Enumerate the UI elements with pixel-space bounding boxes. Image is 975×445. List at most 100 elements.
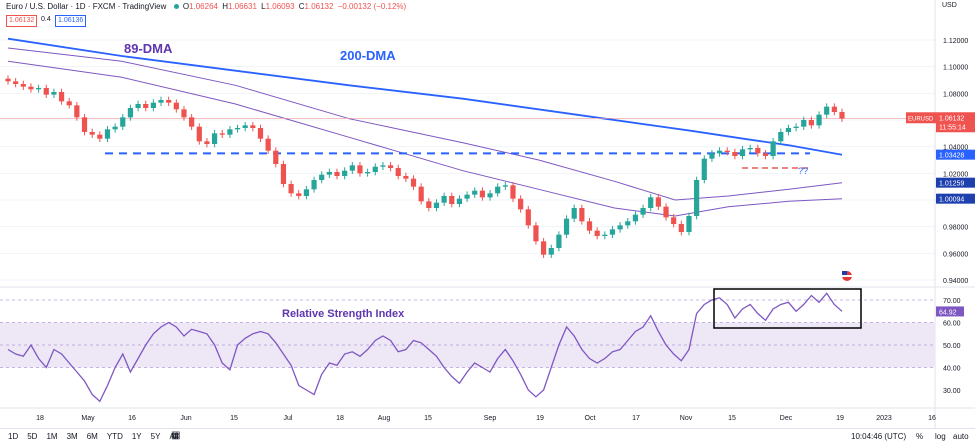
ma-last-label-bg bbox=[936, 193, 975, 204]
rsi-tick-label: 70.00 bbox=[943, 298, 961, 305]
percent-toggle[interactable]: % bbox=[916, 432, 924, 441]
time-tick-label: 19 bbox=[536, 415, 544, 422]
time-tick-label: Jun bbox=[180, 415, 191, 422]
candle-body bbox=[449, 196, 455, 204]
candle-body bbox=[273, 150, 279, 164]
price-tick-label: 1.08000 bbox=[943, 91, 968, 98]
candle-body bbox=[747, 148, 753, 150]
candle-body bbox=[143, 104, 149, 108]
price-axis[interactable]: 1.120001.100001.080001.060001.040001.020… bbox=[943, 38, 968, 285]
candle-body bbox=[487, 193, 493, 198]
range-button-1d[interactable]: 1D bbox=[8, 432, 19, 441]
price-tick-label: 1.10000 bbox=[943, 65, 968, 72]
price-tick-label: 0.94000 bbox=[943, 278, 968, 285]
log-toggle[interactable]: log bbox=[935, 432, 946, 441]
range-buttons: 1D 5D 1M 3M 6M YTD 1Y 5Y All bbox=[8, 432, 187, 441]
candle-body bbox=[181, 109, 187, 118]
rsi-tick-label: 50.00 bbox=[943, 343, 961, 350]
candle-body bbox=[824, 106, 830, 115]
calendar-icon[interactable]: ▦ bbox=[171, 430, 181, 441]
time-tick-label: 19 bbox=[836, 415, 844, 422]
support-resistance: EURUSD 1.06132 11:55:14 bbox=[0, 112, 975, 169]
symbol-title[interactable]: Euro / U.S. Dollar · 1D · FXCM · Trading… bbox=[6, 2, 167, 11]
candle-body bbox=[441, 196, 447, 203]
candle-body bbox=[594, 230, 600, 236]
clock-readout: 10:04:46 (UTC) bbox=[851, 432, 907, 441]
candle-body bbox=[120, 117, 126, 127]
ma-last-label: 1.01259 bbox=[939, 181, 964, 188]
price-tick-label: 0.96000 bbox=[943, 251, 968, 258]
candle-body bbox=[586, 221, 593, 231]
price-tick-label: 0.98000 bbox=[943, 225, 968, 232]
market-status-icon bbox=[173, 4, 179, 9]
rsi-last-bg bbox=[936, 306, 964, 317]
range-button-1y[interactable]: 1Y bbox=[131, 432, 142, 441]
candle-body bbox=[839, 112, 845, 119]
candle-body bbox=[20, 84, 26, 87]
ma-last-label-bg bbox=[936, 149, 975, 160]
candle-body bbox=[13, 81, 19, 84]
candle-body bbox=[372, 166, 378, 172]
range-button-6m[interactable]: 6M bbox=[86, 432, 98, 441]
candle-body bbox=[755, 148, 761, 154]
candle-body bbox=[219, 133, 225, 135]
candle-body bbox=[288, 184, 294, 194]
time-tick-label: Nov bbox=[680, 415, 693, 422]
candle-body bbox=[617, 225, 623, 230]
rsi-tick-label: 60.00 bbox=[943, 321, 961, 328]
candle-body bbox=[28, 86, 34, 90]
candle-body bbox=[655, 197, 661, 207]
candle-body bbox=[303, 189, 310, 196]
candle-body bbox=[525, 209, 531, 226]
rsi-highlight-box bbox=[713, 288, 862, 329]
candle-body bbox=[778, 132, 784, 142]
candle-body bbox=[81, 117, 88, 132]
time-tick-label: Jul bbox=[284, 415, 293, 422]
ask-price[interactable]: 1.06136 bbox=[55, 15, 87, 27]
candle-body bbox=[204, 141, 210, 144]
candle-body bbox=[211, 133, 218, 144]
time-tick-label: 16 bbox=[128, 415, 136, 422]
range-button-1m[interactable]: 1M bbox=[46, 432, 58, 441]
candle-body bbox=[173, 102, 179, 110]
rsi-axis[interactable]: 70.00 60.00 50.00 40.00 30.00 bbox=[943, 298, 961, 395]
candle-body bbox=[762, 153, 769, 156]
candle-body bbox=[5, 78, 11, 82]
bottom-toolbar: 1D 5D 1M 3M 6M YTD 1Y 5Y All ▦ 10:04:46 (UTC) % … bbox=[0, 428, 975, 445]
time-tick-label: 15 bbox=[424, 415, 432, 422]
ma-last-label: 1.03428 bbox=[939, 153, 964, 160]
range-button-all[interactable]: All bbox=[169, 432, 179, 441]
range-button-5d[interactable]: 5D bbox=[27, 432, 38, 441]
ma-89-annotation: 89-DMA bbox=[124, 41, 173, 56]
chart-canvas: 1.120001.100001.080001.060001.040001.020… bbox=[0, 0, 975, 428]
candle-body bbox=[342, 170, 348, 176]
moving-averages: 1.03428 1.01259 1.00094 bbox=[7, 37, 975, 217]
ma-line bbox=[7, 47, 843, 201]
bid-price[interactable]: 1.06132 bbox=[6, 15, 38, 27]
time-tick-label: 18 bbox=[36, 415, 44, 422]
price-tick-label: 1.04000 bbox=[943, 145, 968, 152]
candle-body bbox=[265, 138, 271, 151]
candle-body bbox=[227, 129, 233, 135]
candle-body bbox=[418, 186, 424, 202]
ma-200-annotation: 200-DMA bbox=[340, 48, 396, 63]
range-button-5y[interactable]: 5Y bbox=[150, 432, 161, 441]
time-tick-label: Oct bbox=[585, 415, 596, 422]
auto-toggle[interactable]: auto bbox=[953, 432, 969, 441]
candle-body bbox=[540, 241, 547, 255]
candle-body bbox=[563, 218, 570, 235]
candle-body bbox=[150, 102, 156, 108]
candle-body bbox=[456, 198, 463, 204]
range-button-3m[interactable]: 3M bbox=[66, 432, 78, 441]
currency-selector[interactable]: USD bbox=[942, 2, 957, 9]
rsi-band bbox=[0, 322, 935, 368]
candle-body bbox=[678, 224, 684, 232]
time-tick-label: Aug bbox=[378, 415, 391, 422]
range-button-ytd[interactable]: YTD bbox=[106, 432, 123, 441]
grid bbox=[0, 0, 975, 428]
candle-body bbox=[349, 165, 355, 171]
candle-body bbox=[365, 172, 371, 174]
time-axis[interactable]: 18 May 16 Jun 15 Jul 18 Aug 15 Sep 19 Oct 17 Nov 15 Dec… bbox=[36, 415, 936, 422]
candle-body bbox=[464, 194, 470, 199]
candle-body bbox=[548, 248, 554, 255]
